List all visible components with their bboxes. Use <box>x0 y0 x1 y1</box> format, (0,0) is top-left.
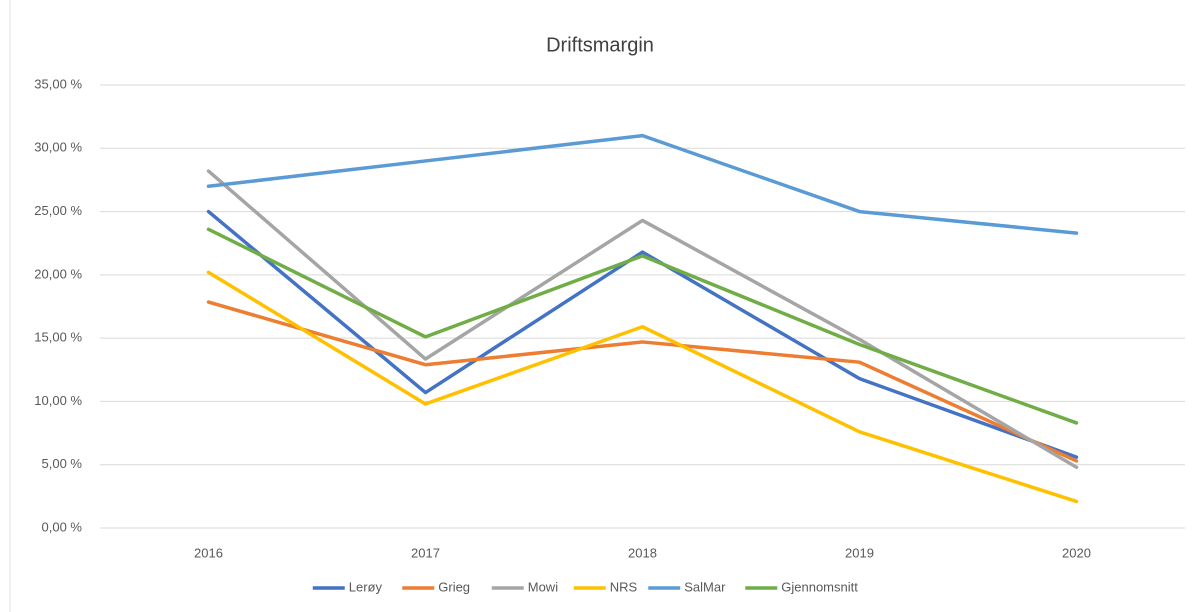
series-line <box>206 209 1079 459</box>
y-tick-label: 35,00 % <box>34 76 82 91</box>
y-tick-label: 15,00 % <box>34 330 82 345</box>
legend-label: NRS <box>610 579 638 594</box>
x-tick-label: 2020 <box>1062 545 1091 560</box>
legend-label: Grieg <box>438 579 470 594</box>
legend-label: SalMar <box>684 579 726 594</box>
legend-label: Mowi <box>528 579 558 594</box>
series-line <box>206 300 1079 463</box>
x-tick-label: 2018 <box>628 545 657 560</box>
y-tick-label: 30,00 % <box>34 140 82 155</box>
series-line <box>206 227 1079 425</box>
x-tick-label: 2017 <box>411 545 440 560</box>
series-line <box>206 169 1079 469</box>
legend-label: Lerøy <box>349 579 383 594</box>
y-tick-label: 25,00 % <box>34 203 82 218</box>
y-tick-label: 10,00 % <box>34 393 82 408</box>
y-tick-label: 0,00 % <box>42 519 83 534</box>
legend-label: Gjennomsnitt <box>781 579 858 594</box>
x-tick-label: 2016 <box>194 545 223 560</box>
y-tick-label: 5,00 % <box>42 456 83 471</box>
y-tick-label: 20,00 % <box>34 266 82 281</box>
x-tick-label: 2019 <box>845 545 874 560</box>
series-line <box>206 270 1079 504</box>
series-line <box>206 133 1079 235</box>
chart-title: Driftsmargin <box>546 34 654 56</box>
